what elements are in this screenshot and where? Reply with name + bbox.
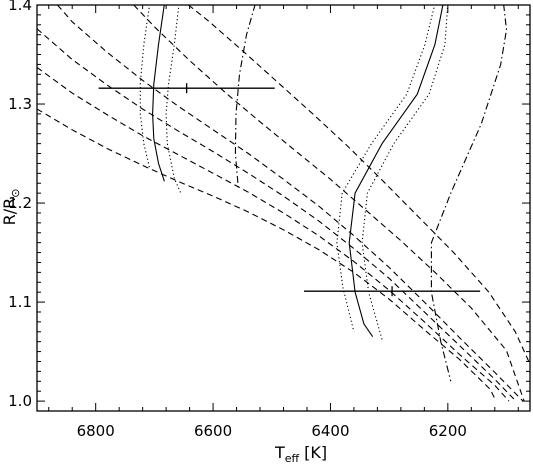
track-solid-1 <box>152 5 165 182</box>
y-axis-label: R/R⊙ <box>0 189 22 226</box>
track-dashdot-7 <box>234 5 256 189</box>
series-layer <box>37 5 530 402</box>
errorbar-layer <box>98 83 481 297</box>
track-dotted-6 <box>361 5 449 342</box>
track-dashdot-8 <box>430 5 508 382</box>
y-tick-label: 1.0 <box>8 392 32 410</box>
track-dotted-5 <box>336 5 436 332</box>
tick-layer: 6800 6600 6400 6200 1.0 1.1 1.2 1.3 1.4 <box>8 0 530 440</box>
track-dashed-9 <box>37 108 497 402</box>
y-tick-label: 1.3 <box>8 95 32 113</box>
track-dashed-11 <box>37 28 517 402</box>
plot-frame <box>36 4 531 412</box>
x-tick-label: 6800 <box>77 422 115 440</box>
x-tick-label: 6400 <box>311 422 349 440</box>
x-tick-label: 6600 <box>194 422 232 440</box>
track-dashed-12 <box>57 5 524 402</box>
y-tick-label: 1.2 <box>8 194 32 212</box>
y-tick-label: 1.4 <box>8 0 32 14</box>
x-tick-label: 6200 <box>429 422 467 440</box>
track-dotted-2 <box>139 5 151 169</box>
track-dotted-3 <box>165 5 182 194</box>
x-axis-label: Teff [K] <box>274 443 327 465</box>
y-tick-label: 1.1 <box>8 293 32 311</box>
track-dashed-14 <box>188 5 530 362</box>
track-dashed-13 <box>133 5 525 402</box>
track-solid-4 <box>348 5 444 338</box>
